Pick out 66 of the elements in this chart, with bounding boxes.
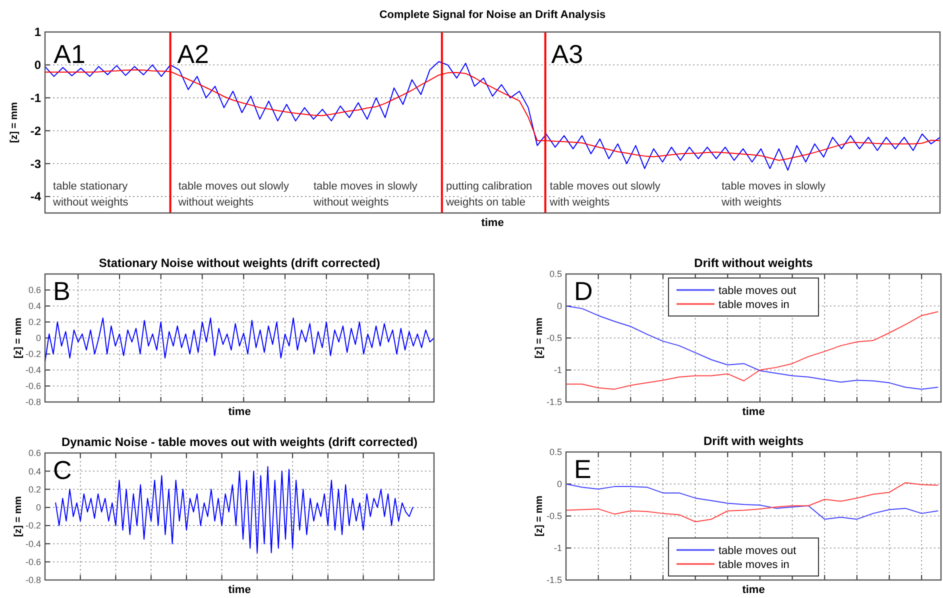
- y-tick-label: -3: [30, 156, 42, 171]
- x-axis-title: time: [228, 584, 251, 596]
- legend-label: table moves out: [718, 284, 796, 297]
- y-tick-label: -0.5: [546, 333, 562, 344]
- y-tick-label: 0.4: [28, 466, 41, 476]
- annotation: E: [574, 454, 592, 484]
- legend-label: table moves in: [718, 298, 790, 311]
- y-tick-label: 0: [36, 502, 41, 513]
- y-tick-label: -1.5: [546, 575, 562, 586]
- y-tick-label: -1: [554, 543, 562, 554]
- y-tick-label: -1: [30, 91, 42, 106]
- legend-label: table moves out: [718, 544, 796, 557]
- y-tick-label: -0.2: [25, 349, 41, 360]
- y-tick-label: 0: [556, 479, 562, 490]
- line-series: [44, 69, 940, 161]
- y-axis-title: [z] = mm: [534, 495, 545, 536]
- x-axis-title: time: [742, 584, 765, 596]
- y-tick-label: -0.6: [25, 381, 41, 392]
- annotation: A3: [551, 38, 584, 69]
- chart-title: Drift with weights: [704, 434, 804, 448]
- annotation: A2: [177, 38, 210, 69]
- chart-title: Complete Signal for Noise an Drift Analysis: [379, 9, 606, 21]
- annotation: putting calibration weights on table: [444, 180, 532, 208]
- y-axis-title: [z] = mm: [13, 317, 24, 358]
- annotation: table moves out slowly with weights: [548, 180, 661, 208]
- y-axis-title: [z] = mm: [534, 317, 545, 358]
- y-tick-label: 0.6: [28, 448, 41, 458]
- y-tick-label: 0.2: [28, 484, 41, 494]
- y-tick-label: -0.4: [25, 365, 41, 376]
- annotation: B: [53, 276, 70, 306]
- y-tick-label: 0: [556, 301, 562, 312]
- y-tick-label: -0.8: [25, 397, 41, 408]
- x-axis-title: time: [228, 406, 251, 418]
- annotation: C: [53, 455, 72, 485]
- x-axis-title: time: [481, 217, 504, 229]
- y-tick-label: -0.4: [25, 538, 41, 549]
- chart-title: Stationary Noise without weights (drift corrected): [98, 256, 380, 270]
- chart-title: Dynamic Noise - table moves out with weights (drift corrected): [61, 435, 418, 449]
- line-series: [44, 318, 434, 362]
- y-axis-title: [z] = mm: [13, 496, 24, 537]
- annotation: table moves in slowly with weights: [720, 180, 826, 208]
- y-tick-label: -0.5: [546, 511, 562, 522]
- y-tick-label: -1: [554, 365, 562, 376]
- annotation: A1: [54, 38, 86, 69]
- y-tick-label: 0: [36, 333, 41, 344]
- y-tick-label: -2: [30, 124, 42, 138]
- annotation: D: [574, 276, 593, 306]
- chart-title: Drift without weights: [694, 256, 814, 270]
- y-tick-label: 0.4: [28, 301, 41, 312]
- y-tick-label: 0.6: [28, 285, 41, 296]
- y-tick-label: 0.2: [28, 317, 41, 328]
- y-tick-label: -4: [30, 190, 42, 204]
- y-tick-label: 1: [34, 25, 42, 40]
- y-tick-label: 0.5: [549, 447, 562, 458]
- legend-label: table moves in: [718, 558, 790, 571]
- y-axis-title: [z] = mm: [9, 102, 20, 143]
- y-tick-label: -0.6: [25, 557, 41, 568]
- y-tick-label: -0.2: [25, 520, 41, 531]
- annotation: table moves out slowly without weights: [177, 180, 290, 208]
- y-tick-label: 0: [34, 58, 42, 72]
- y-tick-label: -0.8: [25, 575, 41, 586]
- annotation: table moves in slowly without weights: [312, 180, 418, 208]
- y-tick-label: -1.5: [546, 397, 562, 408]
- x-axis-title: time: [742, 406, 765, 418]
- annotation: table stationary without weights: [52, 180, 129, 208]
- y-tick-label: 0.5: [549, 269, 562, 280]
